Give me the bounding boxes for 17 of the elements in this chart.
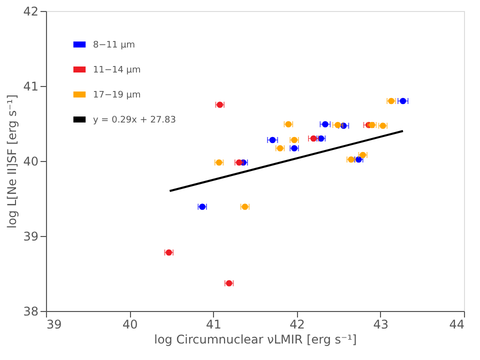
y-axis-title: log L[Ne II]SF [erg s⁻¹] [5, 94, 20, 229]
y-tick-label: 38 [23, 304, 38, 318]
x-tick-label: 41 [206, 318, 222, 332]
legend-label: 17−19 μm [93, 90, 141, 100]
legend-label: 11−14 μm [93, 66, 141, 76]
x-tick-label: 40 [122, 318, 138, 332]
x-tick-label: 39 [46, 318, 62, 332]
x-tick-label: 42 [290, 318, 305, 332]
y-tick-label: 42 [23, 4, 38, 18]
y-tick-label: 39 [23, 230, 38, 244]
legend-label: y = 0.29x + 27.83 [93, 116, 176, 126]
y-tick-label: 41 [23, 80, 38, 94]
x-axis-title: log Circumnuclear νLMIR [erg s⁻¹] [154, 332, 357, 346]
y-tick-label: 40 [23, 154, 38, 168]
x-tick-label: 43 [373, 318, 389, 332]
legend-label: 8−11 μm [93, 40, 136, 50]
x-tick-label: 44 [449, 318, 464, 332]
